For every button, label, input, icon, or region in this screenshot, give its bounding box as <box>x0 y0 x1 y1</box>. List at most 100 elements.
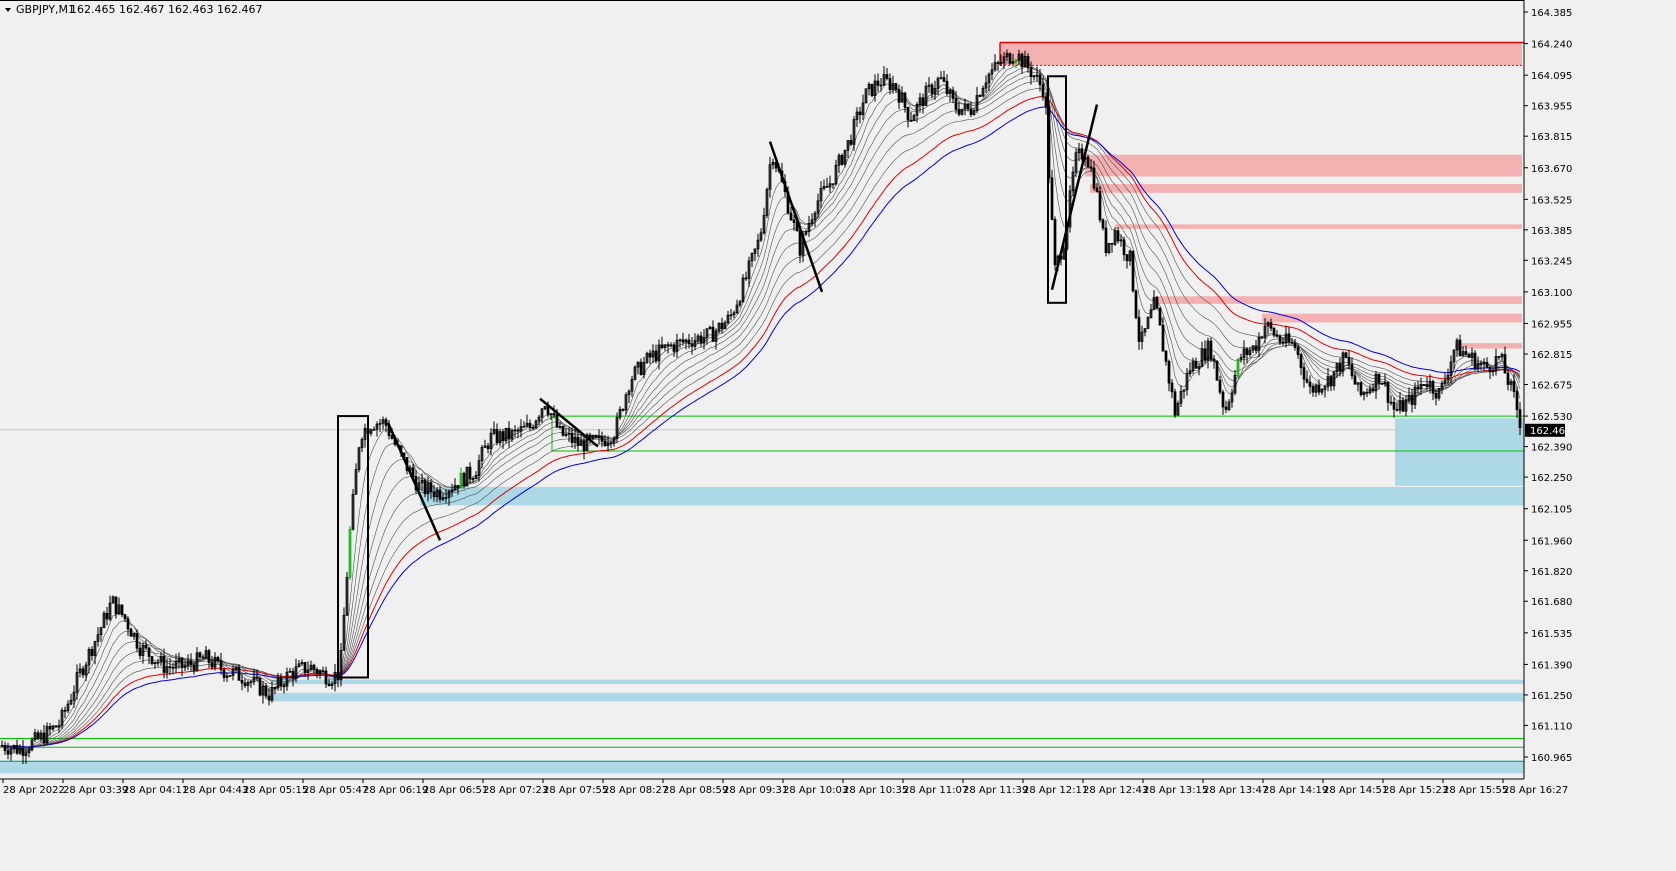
candle-body <box>123 614 127 620</box>
demand-zone <box>420 486 1524 506</box>
candle-body <box>288 670 292 673</box>
x-tick-label: 28 Apr 09:31 <box>723 785 788 796</box>
y-tick-label: 161.110 <box>1531 721 1572 732</box>
candle-body <box>675 340 679 352</box>
candle-body <box>1092 167 1096 189</box>
candle-body <box>699 335 703 344</box>
candle-body <box>1164 350 1168 362</box>
candle-body <box>810 219 814 224</box>
candle-body <box>1200 348 1204 367</box>
candle-body <box>1155 297 1159 309</box>
candle-body <box>477 460 481 476</box>
ema-gray-line <box>1 66 1521 750</box>
candle-body <box>48 726 52 730</box>
candle-body <box>825 186 829 188</box>
candle-body <box>1218 379 1222 393</box>
candle-body <box>654 350 658 362</box>
candle-body <box>450 489 454 492</box>
candle-body <box>1041 84 1045 98</box>
candle-body <box>1287 333 1291 343</box>
candle-body <box>1458 339 1462 357</box>
candle-body <box>213 656 217 668</box>
candle-body <box>90 649 94 656</box>
x-tick-label: 28 Apr 10:35 <box>843 785 908 796</box>
candle-body <box>657 344 661 362</box>
candle-body <box>846 140 850 151</box>
candle-body <box>351 493 355 530</box>
candle-body <box>489 432 493 450</box>
candle-body <box>792 219 796 223</box>
x-tick-label: 28 Apr 14:19 <box>1263 785 1328 796</box>
candle-body <box>27 749 31 754</box>
candle-body <box>171 666 175 669</box>
candle-body <box>30 739 34 751</box>
candle-body <box>897 89 901 103</box>
supply-zone <box>1085 154 1522 177</box>
candle-body <box>996 62 1000 64</box>
candle-body <box>1455 339 1459 351</box>
candle-body <box>1134 290 1138 318</box>
candle-body <box>543 406 547 410</box>
candle-body <box>183 665 187 668</box>
candle-body <box>1248 349 1252 355</box>
candles-layer <box>0 49 1522 765</box>
candle-body <box>588 434 592 439</box>
candle-body <box>531 427 535 429</box>
candle-body <box>1449 361 1453 376</box>
y-tick-label: 163.670 <box>1531 164 1572 175</box>
y-tick-label: 164.095 <box>1531 71 1572 82</box>
candle-body <box>105 612 109 620</box>
svg-text:162.467: 162.467 <box>1530 426 1571 437</box>
candle-body <box>627 390 631 396</box>
candle-body <box>1071 171 1075 192</box>
candle-body <box>1473 352 1477 370</box>
candle-body <box>864 88 868 104</box>
x-tick-label: 28 Apr 06:51 <box>423 785 488 796</box>
candle-body <box>1395 408 1399 411</box>
candle-body <box>693 340 697 347</box>
candle-body <box>582 440 586 452</box>
candle-body <box>909 119 913 122</box>
candle-body <box>201 656 205 659</box>
candle-body <box>756 239 760 250</box>
price-axis[interactable]: 164.385 164.240 164.095 163.955 163.815 163.6… <box>1524 8 1572 764</box>
trendline <box>386 422 442 541</box>
candle-body <box>522 425 526 428</box>
candle-body <box>1437 388 1441 399</box>
dropdown-arrow-icon[interactable] <box>5 8 11 12</box>
candle-body <box>822 186 826 189</box>
candle-body <box>978 95 982 97</box>
candle-body <box>1476 363 1480 370</box>
candle-body <box>234 667 238 670</box>
candle-body <box>486 445 490 450</box>
candle-body <box>1050 177 1054 220</box>
candle-body <box>612 438 616 444</box>
candle-body <box>648 352 652 358</box>
candle-body <box>339 650 343 681</box>
candle-body <box>153 661 157 665</box>
candle-body <box>12 744 16 750</box>
candle-body <box>1311 386 1315 393</box>
candle-body <box>888 78 892 91</box>
candle-body <box>1101 219 1105 229</box>
candle-body <box>102 612 106 629</box>
candle-body <box>1209 340 1213 360</box>
candle-body <box>954 98 958 110</box>
candle-body <box>1263 325 1267 338</box>
candle-body <box>1383 381 1387 385</box>
candle-body <box>495 428 499 444</box>
candle-body <box>972 110 976 115</box>
candle-body <box>1356 382 1360 385</box>
candle-body <box>1398 400 1402 411</box>
candle-body <box>1353 375 1357 385</box>
candle-body <box>1203 348 1207 361</box>
x-tick-label: 28 Apr 10:03 <box>783 785 848 796</box>
candle-body <box>135 633 139 649</box>
candle-body <box>501 431 505 442</box>
candle-body <box>252 676 256 683</box>
candle-body <box>1293 343 1297 348</box>
candle-body <box>1143 328 1147 333</box>
